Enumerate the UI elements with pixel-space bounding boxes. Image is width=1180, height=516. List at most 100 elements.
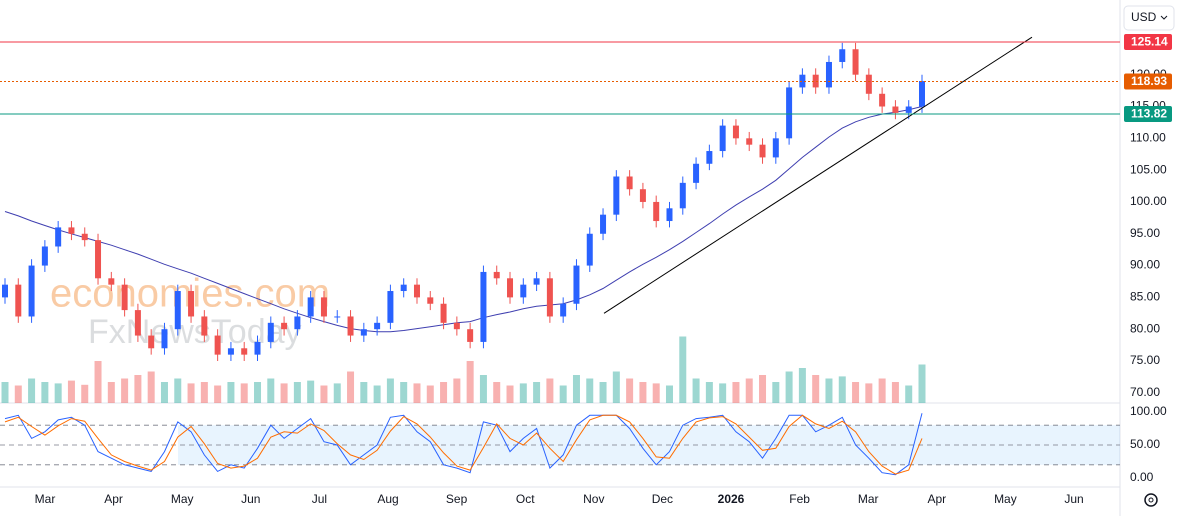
x-tick-label: Jul (312, 492, 327, 506)
candle-body (746, 138, 753, 145)
y-tick-label: 80.00 (1130, 321, 1160, 335)
volume-bar (905, 385, 913, 403)
price-tag (1124, 73, 1172, 90)
volume-bar (559, 385, 567, 403)
volume-bar (745, 378, 753, 403)
volume-bar (373, 385, 381, 403)
currency-select[interactable]: USD (1123, 5, 1175, 31)
volume-bar (134, 375, 142, 403)
volume-bar (891, 382, 899, 403)
currency-button[interactable] (1123, 5, 1175, 31)
candle-body (919, 81, 925, 107)
candle-body (706, 151, 713, 164)
candle-body (241, 348, 248, 355)
candle-body (267, 322, 274, 342)
stoch-tick-label: 50.00 (1130, 437, 1160, 451)
x-tick-label: Oct (516, 492, 535, 506)
volume-bar (227, 382, 235, 403)
price-tag (1124, 106, 1172, 123)
volume-bar (94, 361, 102, 403)
candle-body (679, 182, 686, 209)
candle-body (134, 310, 141, 336)
volume-bar (187, 383, 195, 403)
volume-bar (320, 385, 328, 403)
volume-bar (732, 382, 740, 403)
volume-bar (360, 382, 368, 403)
candle-body (201, 316, 208, 336)
candle-body (294, 316, 301, 330)
candle-body (374, 322, 381, 330)
candle-body (586, 233, 593, 266)
candle-body (546, 278, 553, 317)
candle-body (493, 271, 500, 279)
x-tick-label: Dec (652, 492, 673, 506)
candle-body (639, 189, 646, 202)
stoch-line (4, 414, 923, 475)
candle-body (480, 271, 487, 342)
candle-body (307, 297, 314, 317)
volume-bar (798, 368, 806, 403)
volume-bar (719, 383, 727, 403)
stoch-line (4, 413, 923, 476)
volume-bar (14, 385, 22, 403)
candle-body (507, 278, 514, 298)
candle-body (879, 93, 886, 107)
volume-bar (240, 383, 248, 403)
candle-body (427, 297, 434, 304)
volume-bar (267, 378, 275, 403)
candle-body (214, 335, 221, 355)
candle-body (254, 341, 261, 355)
volume-bar (479, 375, 487, 403)
volume-bar (386, 378, 394, 403)
candle-body (161, 329, 168, 349)
volume-bar (54, 383, 62, 403)
candle-body (320, 297, 327, 317)
watermark: FxNewsToday (88, 313, 302, 351)
volume-bar (572, 375, 580, 403)
candle-body (227, 348, 234, 355)
currency-label[interactable]: USD (1131, 10, 1157, 24)
volume-bar (652, 383, 660, 403)
volume-bar (785, 371, 793, 403)
volume-bar (705, 382, 713, 403)
x-tick-label: Sep (446, 492, 468, 506)
gear-icon[interactable] (1144, 493, 1158, 507)
volume-bar (440, 382, 448, 403)
x-tick-label: Jun (241, 492, 260, 506)
dropdown-icon[interactable] (1160, 15, 1168, 20)
candle-body (786, 87, 793, 139)
candle-body (281, 322, 288, 330)
volume-bar (825, 378, 833, 403)
candle-body (95, 240, 102, 279)
volume-bar (280, 383, 288, 403)
volume-bar (878, 378, 886, 403)
y-tick-label: 100.00 (1130, 194, 1167, 208)
volume-bar (254, 382, 262, 403)
candle-body (174, 291, 181, 330)
stoch-tick-label: 0.00 (1130, 470, 1154, 484)
candle-body (440, 303, 447, 323)
candle-body (666, 208, 673, 222)
volume-bar (665, 385, 673, 403)
volume-bar (107, 382, 115, 403)
settings-button[interactable] (1144, 493, 1158, 507)
volume-bar (174, 378, 182, 403)
volume-bar (41, 382, 49, 403)
x-tick-label: Apr (927, 492, 946, 506)
price-tag (1124, 33, 1172, 50)
candle-body (55, 227, 62, 247)
candle-body (520, 284, 527, 298)
volume-bar (160, 382, 168, 403)
candle-body (600, 214, 607, 234)
candle-body (148, 335, 155, 349)
volume-bar (506, 385, 514, 403)
candle-body (533, 278, 540, 285)
volume-bar (852, 382, 860, 403)
candle-body (188, 291, 195, 317)
x-tick-label: Jun (1064, 492, 1083, 506)
candle-body (852, 49, 859, 75)
volume-bar (453, 378, 461, 403)
gear-hub[interactable] (1148, 497, 1154, 503)
price-tag-label: 113.82 (1131, 107, 1167, 121)
